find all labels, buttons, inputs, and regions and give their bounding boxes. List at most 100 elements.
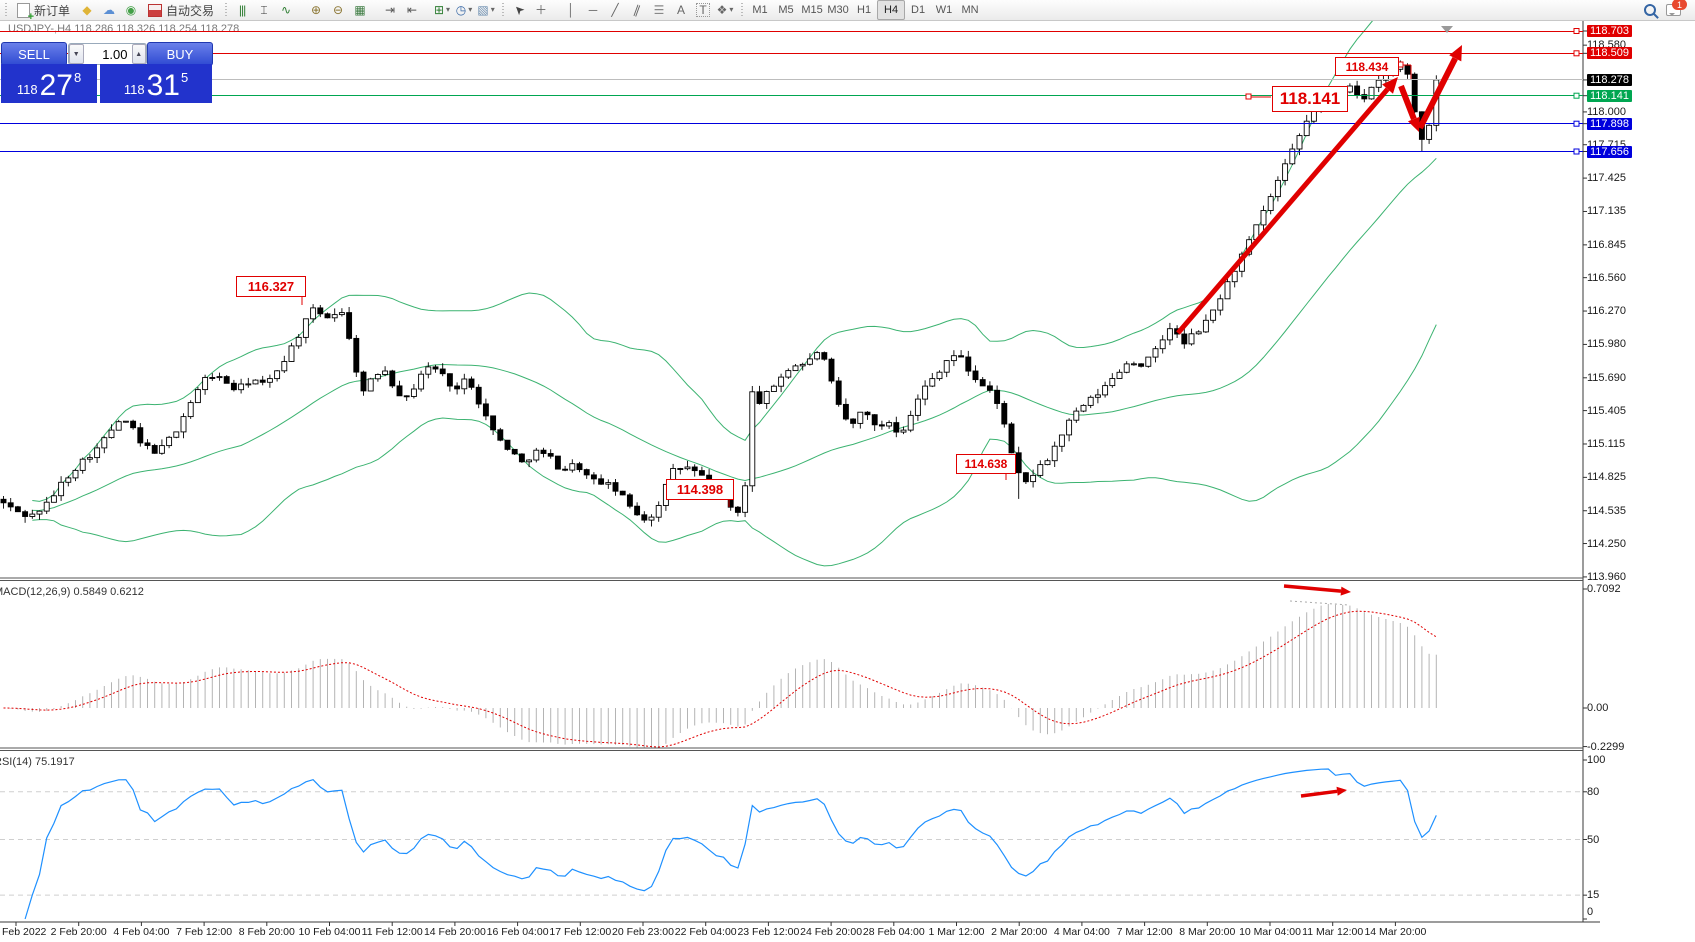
toolbar-grip[interactable] <box>3 3 8 17</box>
volume-up-button[interactable]: ▲ <box>131 44 146 64</box>
rsi-axis-label: 80 <box>1587 785 1600 798</box>
fibonacci-icon[interactable]: ☰ <box>653 3 665 17</box>
date-tick-label: 10 Mar 04:00 <box>1239 926 1301 938</box>
tile-windows-icon[interactable]: ▦ <box>354 3 366 17</box>
candles-layer <box>0 60 1440 527</box>
auto-scroll-icon[interactable]: ⇥ <box>385 3 396 17</box>
date-tick-label: 4 Mar 04:00 <box>1053 926 1110 938</box>
buy-price[interactable]: 118 31 5 <box>100 64 212 103</box>
vertical-line-icon[interactable]: │ <box>567 3 575 17</box>
horizontal-line-object[interactable] <box>0 151 1583 152</box>
dropdown-caret-icon: ▾ <box>729 5 734 14</box>
price-annotation-label[interactable]: 114.638 <box>956 454 1016 474</box>
dropdown-caret-icon: ▾ <box>446 5 451 14</box>
price-tick-label: 117.425 <box>1587 172 1626 185</box>
rsi-axis-label: 15 <box>1587 889 1600 902</box>
zoom-in-icon[interactable]: ⊕ <box>311 3 322 17</box>
price-annotation-label[interactable]: 118.141 <box>1272 86 1348 112</box>
search-icon[interactable] <box>1644 4 1656 16</box>
timeframe-mn[interactable]: MN <box>961 4 979 16</box>
shapes-icon[interactable]: ❖ ▾ <box>716 3 734 17</box>
bar-chart-icon[interactable]: ||| <box>238 3 246 17</box>
horizontal-line-object[interactable] <box>0 123 1583 125</box>
sell-price[interactable]: 118 27 8 <box>1 64 97 103</box>
timeframe-m15[interactable]: M15 <box>801 4 823 16</box>
trendline-icon[interactable]: ╱ <box>611 3 619 17</box>
horizontal-line-object[interactable] <box>0 95 1583 97</box>
buy-price-sup: 5 <box>180 70 189 85</box>
toolbar-grip[interactable] <box>223 3 229 17</box>
templates-icon[interactable]: ▧ ▾ <box>477 3 495 17</box>
price-annotation-label[interactable]: 118.434 <box>1335 57 1399 76</box>
date-tick-label: 22 Feb 04:00 <box>674 926 737 938</box>
date-tick-label: 8 Feb 20:00 <box>238 926 295 938</box>
chat-icon[interactable]: 1 <box>1666 0 1687 16</box>
price-tick-label: 116.270 <box>1587 305 1626 318</box>
date-tick-label: 23 Feb 12:00 <box>737 926 800 938</box>
periods-icon[interactable]: ◷ ▾ <box>455 3 473 17</box>
date-tick-label: 1 Mar 12:00 <box>928 926 985 938</box>
timeframe-h1[interactable]: H1 <box>857 4 872 16</box>
dropdown-caret-icon: ▾ <box>490 5 495 14</box>
timeframe-bar: M1 M5 M15 M30 H1 H4 D1 W1 MN <box>747 0 983 20</box>
timeframe-m1[interactable]: M1 <box>752 4 768 16</box>
timeframe-m30[interactable]: M30 <box>827 4 849 16</box>
macd-axis-label: -0.2299 <box>1587 740 1625 753</box>
price-badge: 118.141 <box>1587 89 1632 103</box>
autotrade-button[interactable]: 自动交易 <box>143 1 219 19</box>
sell-price-sup: 8 <box>73 70 82 85</box>
price-badge: 118.278 <box>1587 73 1632 87</box>
date-tick-label: 2 Feb 20:00 <box>50 926 107 938</box>
timeframe-h4[interactable]: H4 <box>877 0 906 20</box>
price-tick-label: 115.405 <box>1587 404 1626 417</box>
zoom-out-icon[interactable]: ⊖ <box>333 3 344 17</box>
date-tick-label: 10 Feb 04:00 <box>298 926 361 938</box>
cursor-icon[interactable]: ➤ <box>510 1 528 19</box>
horizontal-line-icon[interactable]: ─ <box>588 3 598 17</box>
volume-input[interactable] <box>83 46 132 62</box>
toolbar-grip[interactable] <box>500 3 506 17</box>
new-order-label: 新订单 <box>34 3 71 18</box>
channel-icon[interactable]: ∥ <box>631 2 643 18</box>
price-tick-label: 117.135 <box>1587 205 1626 218</box>
highlighter-icon[interactable]: ◆ <box>82 3 92 17</box>
date-tick-label: 16 Feb 04:00 <box>486 926 549 938</box>
horizontal-line-object[interactable] <box>0 30 1583 32</box>
line-chart-icon[interactable]: ∿ <box>281 3 292 17</box>
rsi-axis-label: 100 <box>1587 754 1606 766</box>
timeframe-w1[interactable]: W1 <box>935 4 953 16</box>
volume-down-button[interactable]: ▼ <box>69 44 84 64</box>
price-badge: 118.509 <box>1587 46 1632 60</box>
price-badge: 117.656 <box>1587 145 1632 159</box>
new-order-button[interactable]: 新订单 <box>12 1 75 23</box>
date-tick-label: Feb 2022 <box>2 926 47 938</box>
horizontal-line-object[interactable] <box>0 52 1583 54</box>
date-tick-label: 4 Feb 04:00 <box>113 926 170 938</box>
autotrade-label: 自动交易 <box>166 3 215 18</box>
price-annotation-label[interactable]: 116.327 <box>236 276 306 297</box>
buy-button[interactable]: BUY <box>147 42 213 66</box>
timeframe-d1[interactable]: D1 <box>911 4 926 16</box>
indicators-icon[interactable]: ⊞ ▾ <box>433 3 451 17</box>
ohlc-values: 118.286 118.326 118.254 118.278 <box>74 23 240 35</box>
rsi-axis-label: 50 <box>1587 833 1600 846</box>
chat-badge: 1 <box>1672 0 1687 10</box>
toolbar-grip[interactable] <box>739 3 745 17</box>
price-annotation-label[interactable]: 114.398 <box>666 479 734 500</box>
date-tick-label: 24 Feb 20:00 <box>800 926 863 938</box>
chart-shift-icon[interactable]: ⇤ <box>407 3 418 17</box>
text-icon[interactable]: A <box>677 3 686 17</box>
rsi-pane-label: RSI(14) 75.1917 <box>0 756 75 768</box>
volume-stepper: ▼ ▲ <box>68 43 147 65</box>
price-tick-label: 115.115 <box>1587 437 1626 450</box>
candlestick-chart-icon[interactable]: ⌶ <box>260 3 268 17</box>
text-label-icon[interactable]: T <box>693 0 713 20</box>
crosshair-icon[interactable]: ＋ <box>535 3 548 17</box>
community-icon[interactable]: ☁ <box>103 3 116 17</box>
macd-axis-label: 0.00 <box>1587 702 1609 714</box>
sell-button[interactable]: SELL <box>1 42 67 66</box>
timeframe-m5[interactable]: M5 <box>778 4 794 16</box>
signals-icon[interactable]: ◉ <box>125 3 137 17</box>
date-tick-label: 11 Feb 12:00 <box>361 926 423 938</box>
